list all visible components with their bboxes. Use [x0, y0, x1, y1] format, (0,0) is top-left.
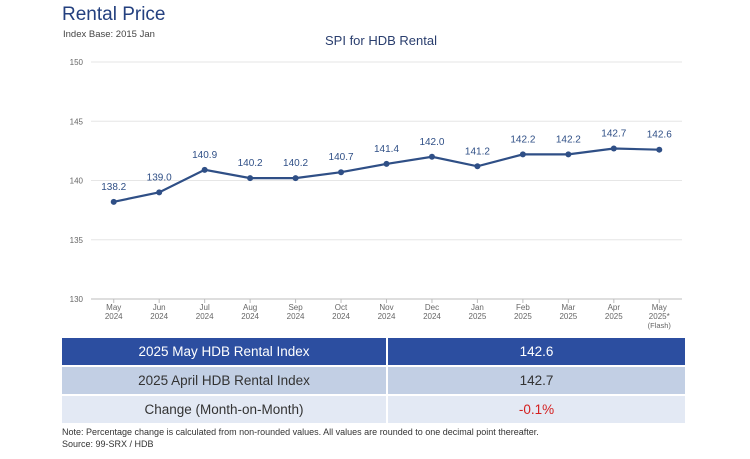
- gridlines: [91, 61, 682, 300]
- data-point: [110, 198, 117, 205]
- x-tick-label-line: 2024: [196, 312, 214, 321]
- data-label: 140.2: [238, 158, 263, 169]
- x-tick-label: Jun 2024: [150, 303, 168, 321]
- x-tick-label-line: Aug: [243, 303, 257, 312]
- x-tick-label-line: Sep: [288, 303, 303, 312]
- x-tick-label-line: 2024: [150, 312, 168, 321]
- x-tick-label: Dec 2024: [423, 303, 441, 321]
- data-point: [292, 175, 299, 182]
- footnote: Note: Percentage change is calculated fr…: [62, 426, 539, 450]
- data-point: [428, 153, 435, 160]
- note-text: Note: Percentage change is calculated fr…: [62, 427, 539, 437]
- y-axis-ticks: 130 135 140 145 150: [70, 58, 84, 304]
- x-tick-label-line: 2025: [469, 312, 487, 321]
- x-tick-label-line: 2024: [423, 312, 441, 321]
- x-tick-label: Aug 2024: [241, 303, 259, 321]
- x-tick-label: May 2025* (Flash): [648, 303, 672, 330]
- data-point: [474, 163, 481, 170]
- x-tick-label-line: Jan: [471, 303, 484, 312]
- x-tick-label: Oct 2024: [332, 303, 350, 321]
- data-point: [519, 151, 526, 158]
- table-row: Change (Month-on-Month) -0.1%: [62, 395, 687, 425]
- y-tick-label: 130: [70, 295, 84, 304]
- row-label: Change (Month-on-Month): [62, 395, 388, 425]
- data-label: 141.2: [465, 146, 490, 157]
- x-tick-label-line: 2025: [514, 312, 532, 321]
- data-label: 138.2: [101, 182, 126, 193]
- x-tick-label-line: Apr: [608, 303, 621, 312]
- x-tick-label-line: May: [106, 303, 121, 312]
- chart-title: SPI for HDB Rental: [325, 33, 437, 48]
- data-point: [383, 160, 390, 167]
- row-label: 2025 May HDB Rental Index: [62, 338, 388, 367]
- y-tick-label: 135: [70, 236, 84, 245]
- x-tick-label-line: Nov: [379, 303, 393, 312]
- data-label: 142.6: [647, 130, 672, 141]
- data-label: 142.0: [419, 137, 444, 148]
- x-tick-label-line: 2024: [378, 312, 396, 321]
- data-labels: 138.2 139.0 140.9 140.2 140.2 140.7 141.4 142.0…: [101, 129, 672, 193]
- x-tick-label: Apr 2025: [605, 303, 623, 321]
- index-base-subtitle: Index Base: 2015 Jan: [63, 29, 155, 40]
- x-tick-label-line: Jun: [153, 303, 166, 312]
- x-tick-label-line: 2025*: [649, 312, 670, 321]
- x-tick-label: Mar 2025: [559, 303, 577, 321]
- row-label: 2025 April HDB Rental Index: [62, 366, 388, 396]
- data-point: [565, 151, 572, 158]
- data-label: 140.9: [192, 150, 217, 161]
- x-tick-label: May 2024: [105, 303, 123, 321]
- y-tick-label: 145: [70, 117, 84, 126]
- row-value: 142.6: [387, 338, 687, 367]
- x-tick-label-line: Oct: [335, 303, 348, 312]
- data-point: [201, 166, 208, 173]
- y-tick-label: 150: [70, 58, 84, 67]
- data-label: 142.2: [510, 134, 535, 145]
- x-tick-label-line: (Flash): [648, 321, 672, 330]
- data-label: 140.2: [283, 158, 308, 169]
- x-tick-label-line: 2025: [559, 312, 577, 321]
- table-row: 2025 April HDB Rental Index 142.7: [62, 366, 687, 396]
- x-tick-label-line: 2025: [605, 312, 623, 321]
- y-tick-label: 140: [70, 177, 84, 186]
- data-point: [247, 175, 254, 182]
- x-tick-label-line: Feb: [516, 303, 530, 312]
- data-point: [156, 189, 163, 196]
- data-point: [338, 169, 345, 176]
- x-tick-label: Nov 2024: [378, 303, 396, 321]
- data-point: [656, 146, 663, 153]
- x-tick-label: Jan 2025: [469, 303, 487, 321]
- data-label: 140.7: [329, 152, 354, 163]
- x-tick-label-line: Jul: [200, 303, 210, 312]
- data-label: 142.2: [556, 134, 581, 145]
- change-value: -0.1%: [387, 395, 687, 425]
- data-label: 139.0: [147, 172, 172, 183]
- summary-table: 2025 May HDB Rental Index 142.6 2025 Apr…: [62, 338, 687, 425]
- x-tick-label-line: Dec: [425, 303, 439, 312]
- x-tick-label-line: Mar: [561, 303, 575, 312]
- source-text: Source: 99-SRX / HDB: [62, 439, 154, 449]
- table-row: 2025 May HDB Rental Index 142.6: [62, 338, 687, 367]
- x-tick-label: Jul 2024: [196, 303, 214, 321]
- data-point: [610, 145, 617, 152]
- data-points: [110, 145, 663, 205]
- x-tick-label: Feb 2025: [514, 303, 532, 321]
- data-label: 141.4: [374, 144, 399, 155]
- row-value: 142.7: [387, 366, 687, 396]
- x-tick-label-line: 2024: [287, 312, 305, 321]
- data-label: 142.7: [601, 129, 626, 140]
- x-tick-label-line: 2024: [105, 312, 123, 321]
- x-tick-label-line: May: [652, 303, 667, 312]
- page-title: Rental Price: [62, 4, 166, 25]
- x-tick-label-line: 2024: [241, 312, 259, 321]
- x-tick-label: Sep 2024: [287, 303, 305, 321]
- x-tick-label-line: 2024: [332, 312, 350, 321]
